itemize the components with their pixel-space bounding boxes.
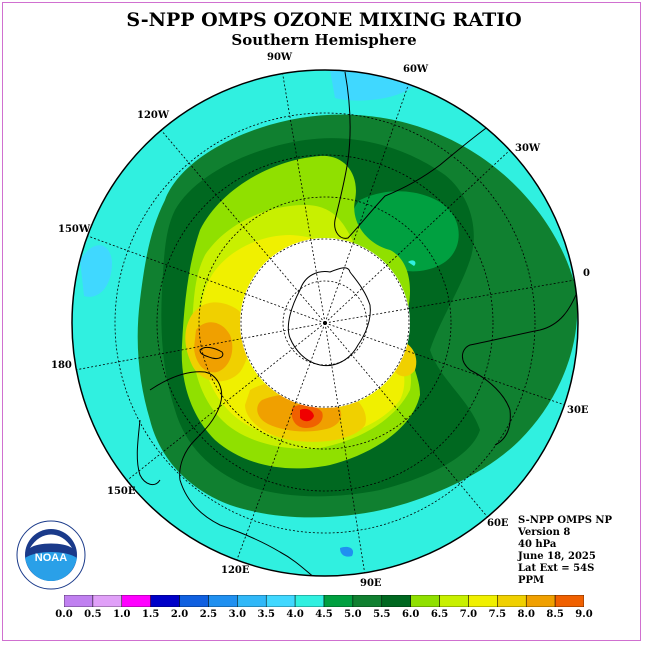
colorbar-tick-label: 3.0 bbox=[228, 609, 247, 620]
colorbar-swatch bbox=[121, 595, 151, 607]
info-instrument: S-NPP OMPS NP bbox=[518, 515, 613, 526]
colorbar-tick-label: 6.5 bbox=[430, 609, 449, 620]
colorbar-swatch bbox=[64, 595, 94, 607]
colorbar-tick-label: 6.0 bbox=[401, 609, 420, 620]
graticule bbox=[74, 70, 576, 576]
lon-label-180: 180 bbox=[51, 360, 72, 371]
colorbar-tick-label: 7.0 bbox=[459, 609, 478, 620]
noaa-logo-text: NOAA bbox=[35, 552, 67, 564]
colorbar-tick-label: 4.0 bbox=[286, 609, 304, 620]
info-block: S-NPP OMPS NP Version 8 40 hPa June 18, … bbox=[518, 515, 612, 587]
map-subtitle: Southern Hemisphere bbox=[231, 31, 417, 49]
colorbar-tick-label: 8.5 bbox=[546, 609, 564, 620]
colorbar-tick-label: 1.5 bbox=[141, 609, 160, 620]
colorbar-tick-label: 2.5 bbox=[199, 609, 218, 620]
lon-label-0: 0 bbox=[583, 268, 590, 279]
map-title: S-NPP OMPS OZONE MIXING RATIO bbox=[126, 9, 522, 31]
colorbar bbox=[64, 595, 584, 607]
colorbar-tick-label: 3.5 bbox=[257, 609, 275, 620]
south-pole-marker bbox=[323, 321, 327, 325]
info-units: PPM bbox=[518, 575, 545, 586]
colorbar-tick-label: 5.5 bbox=[373, 609, 391, 620]
colorbar-swatch bbox=[352, 595, 383, 607]
colorbar-swatch bbox=[92, 595, 123, 607]
ozone-band-8-0 bbox=[300, 408, 314, 422]
lon-label-30e: 30E bbox=[567, 405, 589, 416]
lon-label-120e: 120E bbox=[221, 565, 250, 576]
lon-label-60w: 60W bbox=[403, 64, 429, 75]
colorbar-swatch bbox=[265, 595, 296, 607]
colorbar-swatch bbox=[294, 595, 325, 607]
colorbar-swatch bbox=[554, 595, 584, 607]
info-lat-ext: Lat Ext = 54S bbox=[518, 563, 595, 574]
colorbar-swatch bbox=[410, 595, 440, 607]
lon-label-150e: 150E bbox=[107, 486, 136, 497]
colorbar-swatch bbox=[381, 595, 411, 607]
page-frame bbox=[2, 2, 641, 641]
colorbar-swatch bbox=[150, 595, 180, 607]
colorbar-tick-label: 7.5 bbox=[488, 609, 507, 620]
colorbar-swatch bbox=[439, 595, 469, 607]
colorbar-swatch bbox=[323, 595, 354, 607]
noaa-logo: NOAA bbox=[16, 520, 86, 590]
lon-label-90w: 90W bbox=[267, 52, 293, 63]
colorbar-swatch bbox=[497, 595, 527, 607]
colorbar-tick-label: 2.0 bbox=[170, 609, 189, 620]
colorbar-tick-label: 4.5 bbox=[315, 609, 333, 620]
colorbar-tick-label: 1.0 bbox=[113, 609, 131, 620]
ozone-band-7-5 bbox=[194, 322, 233, 373]
coastlines bbox=[136, 71, 578, 576]
lon-label-30w: 30W bbox=[515, 143, 541, 154]
info-date: June 18, 2025 bbox=[518, 551, 596, 562]
map-boundary bbox=[71, 69, 579, 577]
colorbar-swatch bbox=[525, 595, 556, 607]
info-level: 40 hPa bbox=[518, 539, 557, 550]
colorbar-tick-label: 9.0 bbox=[575, 609, 593, 620]
colorbar-tick-label: 0.5 bbox=[84, 609, 102, 620]
info-version: Version 8 bbox=[518, 527, 571, 538]
colorbar-swatch bbox=[208, 595, 238, 607]
lon-label-90e: 90E bbox=[360, 578, 382, 589]
colorbar-swatch bbox=[468, 595, 498, 607]
colorbar-tick-label: 0.0 bbox=[55, 609, 73, 620]
lon-label-120w: 120W bbox=[137, 110, 170, 121]
colorbar-swatch bbox=[237, 595, 267, 607]
lon-label-150w: 150W bbox=[58, 224, 91, 235]
colorbar-tick-label: 5.0 bbox=[344, 609, 362, 620]
colorbar-swatch bbox=[179, 595, 209, 607]
lon-label-60e: 60E bbox=[487, 518, 509, 529]
colorbar-tick-label: 8.0 bbox=[517, 609, 535, 620]
